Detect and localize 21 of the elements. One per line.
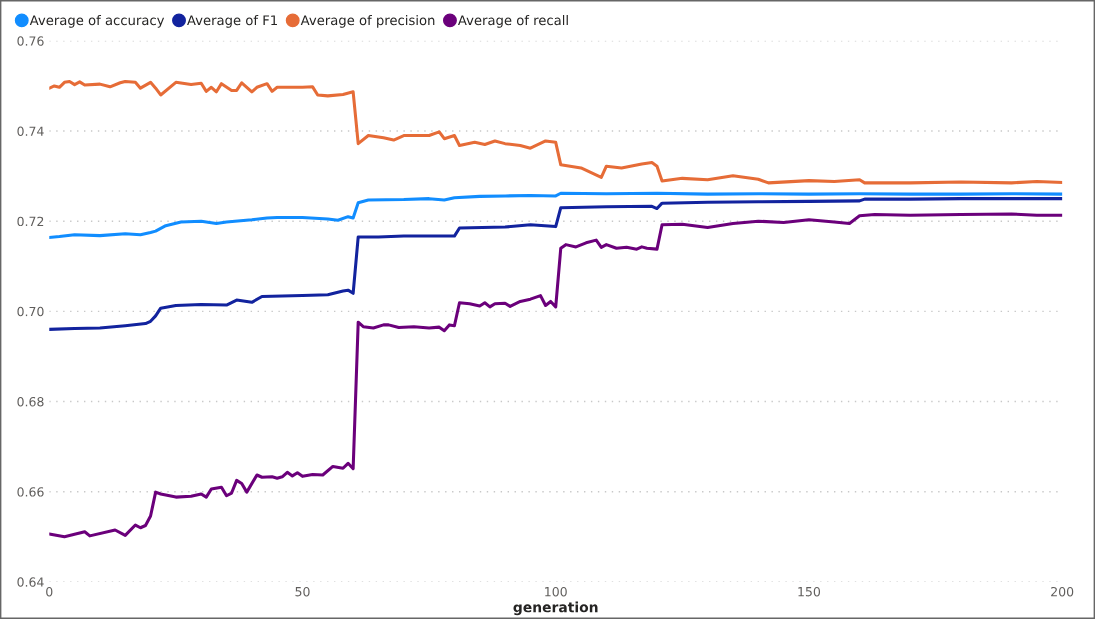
legend-label: Average of precision xyxy=(300,14,435,28)
line-series xyxy=(49,212,1063,539)
y-tick-label: 0.72 xyxy=(17,216,44,227)
y-tick-label: 0.64 xyxy=(17,577,44,587)
x-tick-label: 100 xyxy=(545,586,567,597)
y-tick-label: 0.70 xyxy=(17,306,44,317)
x-tick-label: 200 xyxy=(1051,586,1074,597)
y-tick-label: 0.68 xyxy=(17,397,44,407)
line-series xyxy=(49,197,1063,331)
line-series xyxy=(49,79,1063,185)
y-tick-label: 0.74 xyxy=(17,126,44,136)
legend-label: Average of F1 xyxy=(187,14,277,28)
legend-label: Average of accuracy xyxy=(29,14,165,28)
x-tick-label: 0 xyxy=(46,586,53,597)
x-tick-label: 150 xyxy=(798,586,821,597)
line-series xyxy=(49,191,1063,239)
legend-label: Average of recall xyxy=(457,14,568,28)
x-axis-title: generation xyxy=(513,601,598,616)
y-tick-label: 0.66 xyxy=(17,487,44,497)
x-tick-label: 50 xyxy=(295,586,310,597)
y-tick-label: 0.76 xyxy=(17,36,44,46)
